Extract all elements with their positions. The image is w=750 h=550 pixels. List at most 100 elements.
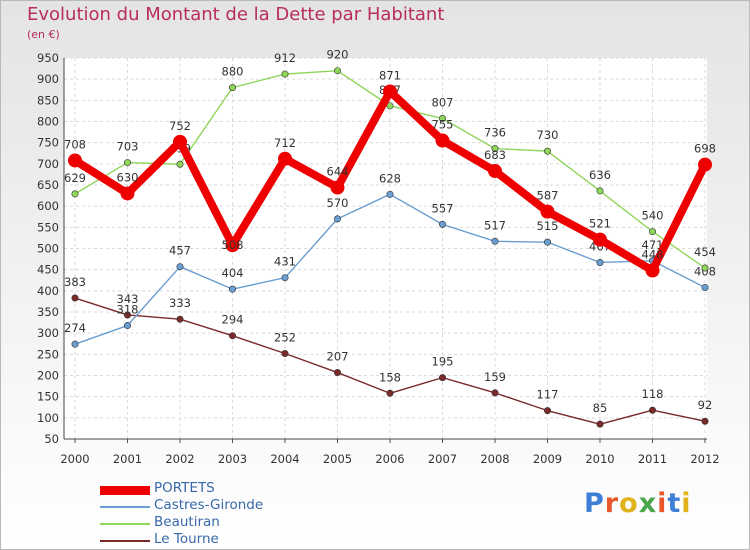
x-tick-label: 2009 [533, 452, 562, 466]
data-point [120, 186, 135, 201]
data-point [491, 145, 499, 153]
data-point [543, 238, 551, 246]
data-label: 880 [222, 65, 244, 79]
data-point [386, 389, 394, 397]
y-tick-label: 900 [37, 72, 59, 86]
y-tick-label: 350 [37, 305, 59, 319]
data-label: 703 [117, 140, 139, 154]
x-tick-label: 2007 [428, 452, 457, 466]
data-point [593, 232, 607, 247]
y-tick-label: 950 [37, 51, 59, 65]
y-tick-label: 50 [44, 432, 59, 446]
y-tick-label: 150 [37, 390, 59, 404]
legend-label: Beautiran [154, 514, 220, 530]
x-tick-label: 2002 [165, 452, 194, 466]
data-label: 117 [537, 388, 559, 402]
data-label: 570 [327, 196, 349, 210]
logo-letter: t [667, 488, 682, 519]
data-label: 404 [222, 266, 244, 280]
logo-letter: r [604, 488, 620, 519]
chart-title: Evolution du Montant de la Dette par Hab… [27, 4, 445, 25]
data-label: 628 [379, 171, 401, 185]
y-tick-label: 450 [37, 263, 59, 277]
data-label: 118 [642, 387, 664, 401]
data-label: 683 [484, 148, 506, 162]
data-label: 274 [64, 321, 86, 335]
data-point [229, 285, 237, 293]
y-tick-label: 500 [37, 242, 59, 256]
data-label: 195 [432, 355, 454, 369]
y-tick-label: 850 [37, 93, 59, 107]
x-tick-label: 2005 [323, 452, 352, 466]
legend-swatch [100, 540, 150, 542]
data-label: 508 [222, 238, 244, 252]
data-label: 644 [327, 165, 349, 179]
y-tick-label: 800 [37, 115, 59, 129]
logo-letter: i [681, 488, 692, 519]
data-label: 807 [432, 96, 454, 110]
data-label: 92 [698, 398, 713, 412]
data-point [173, 134, 187, 149]
data-point [540, 204, 555, 219]
data-point [124, 311, 132, 319]
data-point [438, 220, 446, 228]
y-tick-label: 700 [37, 157, 59, 171]
data-label: 294 [222, 313, 244, 327]
data-label: 383 [64, 275, 86, 289]
data-label: 333 [169, 296, 191, 310]
data-point [438, 374, 446, 382]
data-point [330, 180, 345, 195]
data-point [124, 159, 132, 167]
data-label: 515 [537, 219, 559, 233]
data-point [176, 315, 184, 323]
data-point [386, 190, 394, 198]
x-tick-label: 2000 [60, 452, 89, 466]
data-point [229, 84, 237, 92]
y-tick-label: 650 [37, 178, 59, 192]
data-label: 730 [537, 128, 559, 142]
data-label: 629 [64, 171, 86, 185]
data-label: 755 [432, 118, 454, 132]
logo-letter: i [657, 488, 668, 519]
data-label: 517 [484, 218, 506, 232]
data-point [278, 151, 292, 166]
data-point [701, 283, 709, 291]
legend-swatch [100, 523, 150, 525]
logo-letter: x [638, 488, 658, 519]
data-point [71, 340, 79, 348]
data-point [383, 84, 397, 99]
x-tick-label: 2004 [270, 452, 299, 466]
data-point [701, 264, 709, 272]
data-point [645, 263, 660, 278]
legend-label: PORTETS [154, 480, 215, 496]
data-point [648, 406, 656, 414]
data-point [435, 133, 450, 148]
data-label: 471 [642, 238, 664, 252]
data-label: 557 [432, 201, 454, 215]
data-point [281, 349, 289, 357]
data-label: 158 [379, 370, 401, 384]
data-label: 708 [64, 137, 86, 151]
y-tick-label: 750 [37, 136, 59, 150]
data-point [71, 190, 79, 198]
data-point [596, 420, 604, 428]
data-point [281, 70, 289, 78]
data-point [333, 67, 341, 75]
data-point [124, 322, 132, 330]
legend-swatch [100, 485, 150, 495]
data-label: 252 [274, 330, 296, 344]
data-point [543, 407, 551, 415]
data-label: 318 [117, 303, 139, 317]
data-label: 521 [589, 217, 611, 231]
logo-letter: P [584, 488, 605, 519]
data-label: 431 [274, 255, 296, 269]
data-label: 712 [274, 136, 296, 150]
data-label: 636 [589, 168, 611, 182]
y-tick-label: 600 [37, 199, 59, 213]
data-label: 207 [327, 350, 349, 364]
x-tick-label: 2012 [690, 452, 719, 466]
data-point [438, 115, 446, 123]
data-label: 457 [169, 244, 191, 258]
data-point [543, 147, 551, 155]
